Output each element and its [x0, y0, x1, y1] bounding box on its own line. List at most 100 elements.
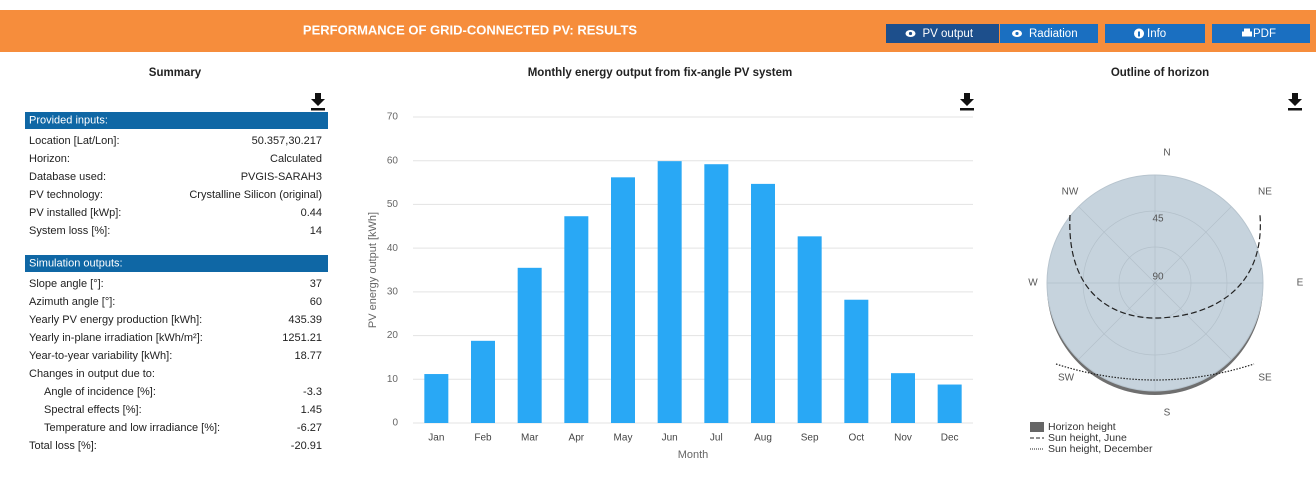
- x-tick-label: Apr: [569, 433, 585, 444]
- y-axis-label: PV energy output [kWh]: [367, 212, 379, 328]
- row-value: 1251.21: [282, 332, 322, 344]
- row-value: 50.357,30.217: [252, 135, 322, 147]
- bar: [424, 374, 449, 423]
- x-tick-label: May: [614, 433, 633, 444]
- compass-label: SW: [1058, 373, 1075, 384]
- header-button-label[interactable]: Radiation: [1029, 28, 1078, 40]
- bar: [611, 177, 635, 423]
- chart-title: Monthly energy output from fix-angle PV …: [528, 67, 793, 79]
- header-button[interactable]: [1000, 24, 1098, 43]
- x-tick-label: Jul: [710, 433, 723, 444]
- eye-pupil: [1015, 31, 1019, 36]
- x-tick-label: Jun: [662, 433, 678, 444]
- row-label: Temperature and low irradiance [%]:: [44, 422, 220, 434]
- x-tick-label: Nov: [894, 433, 912, 444]
- row-label: Horizon:: [29, 153, 70, 165]
- row-value: Calculated: [270, 153, 322, 165]
- row-label: System loss [%]:: [29, 225, 110, 237]
- header-button-label[interactable]: PV output: [923, 28, 974, 40]
- legend-label: Horizon height: [1048, 421, 1116, 433]
- header-button[interactable]: [1212, 24, 1310, 43]
- row-label: Slope angle [°]:: [29, 278, 104, 290]
- bar: [797, 236, 822, 423]
- row-value: -20.91: [291, 440, 322, 452]
- row-label: Changes in output due to:: [29, 368, 155, 380]
- sun-path-december: [1055, 363, 1255, 381]
- header-button-label[interactable]: Info: [1147, 28, 1166, 40]
- download-icon[interactable]: [311, 93, 325, 111]
- compass-label: S: [1164, 408, 1171, 419]
- row-value: PVGIS-SARAH3: [241, 171, 322, 183]
- row-label: Location [Lat/Lon]:: [29, 135, 120, 147]
- row-label: Total loss [%]:: [29, 440, 97, 452]
- section-header: [25, 255, 328, 272]
- section-title: Simulation outputs:: [29, 257, 123, 269]
- row-label: Angle of incidence [%]:: [44, 386, 156, 398]
- section-header: [25, 112, 328, 129]
- x-tick-label: Jan: [428, 433, 444, 444]
- bar: [704, 164, 729, 423]
- row-label: Year-to-year variability [kWh]:: [29, 350, 172, 362]
- eye-pupil: [908, 31, 913, 36]
- x-tick-label: Aug: [754, 433, 772, 444]
- row-label: Database used:: [29, 171, 106, 183]
- y-tick-label: 40: [387, 243, 399, 254]
- sun-path-june: [1069, 214, 1261, 319]
- x-tick-label: Dec: [941, 433, 959, 444]
- row-label: PV technology:: [29, 189, 103, 201]
- row-value: 37: [310, 278, 322, 290]
- bar: [751, 183, 775, 423]
- y-tick-label: 70: [387, 112, 399, 123]
- polar-tick-label: 45: [1152, 214, 1164, 225]
- compass-label: W: [1028, 278, 1038, 289]
- row-value: 60: [310, 296, 322, 308]
- compass-label: N: [1163, 148, 1170, 159]
- download-icon[interactable]: [960, 93, 974, 111]
- section-title: Provided inputs:: [29, 114, 108, 126]
- y-tick-label: 50: [387, 199, 399, 210]
- row-label: Yearly PV energy production [kWh]:: [29, 314, 202, 326]
- row-label: Spectral effects [%]:: [44, 404, 142, 416]
- row-value: -3.3: [303, 386, 322, 398]
- summary-title: Summary: [149, 67, 202, 79]
- info-mark: [1138, 31, 1140, 37]
- download-icon[interactable]: [1288, 93, 1302, 111]
- header-button-label[interactable]: PDF: [1253, 28, 1276, 40]
- compass-label: NE: [1258, 187, 1272, 198]
- legend-swatch: [1030, 422, 1044, 432]
- header-button[interactable]: [886, 24, 999, 43]
- print-paper: [1244, 28, 1250, 32]
- header-title: PERFORMANCE OF GRID-CONNECTED PV: RESULT…: [303, 22, 637, 37]
- row-value: 435.39: [288, 314, 322, 326]
- bar: [937, 384, 962, 423]
- x-tick-label: Mar: [521, 433, 539, 444]
- bar: [657, 161, 682, 423]
- bar: [471, 340, 495, 423]
- row-value: 0.44: [301, 207, 322, 219]
- bar: [517, 267, 542, 423]
- polar-spokes: [1047, 175, 1263, 391]
- horizon-title: Outline of horizon: [1111, 67, 1209, 79]
- x-tick-label: Sep: [801, 433, 819, 444]
- bar: [891, 373, 915, 423]
- compass-label: NW: [1062, 187, 1079, 198]
- header-button[interactable]: [1105, 24, 1205, 43]
- row-value: 18.77: [294, 350, 322, 362]
- row-label: Azimuth angle [°]:: [29, 296, 115, 308]
- compass-label: SE: [1258, 373, 1272, 384]
- x-tick-label: Feb: [474, 433, 492, 444]
- download-icons[interactable]: [311, 93, 1302, 111]
- row-value: 1.45: [301, 404, 322, 416]
- y-tick-label: 0: [392, 418, 398, 429]
- compass-label: E: [1297, 278, 1304, 289]
- row-label: PV installed [kWp]:: [29, 207, 121, 219]
- row-value: Crystalline Silicon (original): [189, 189, 322, 201]
- polar-tick-label: 90: [1152, 272, 1164, 283]
- legend-label: Sun height, June: [1048, 432, 1127, 444]
- row-label: Yearly in-plane irradiation [kWh/m²]:: [29, 332, 203, 344]
- y-tick-label: 60: [387, 155, 399, 166]
- y-tick-label: 30: [387, 286, 399, 297]
- y-tick-label: 10: [387, 374, 399, 385]
- x-axis-label: Month: [678, 449, 709, 461]
